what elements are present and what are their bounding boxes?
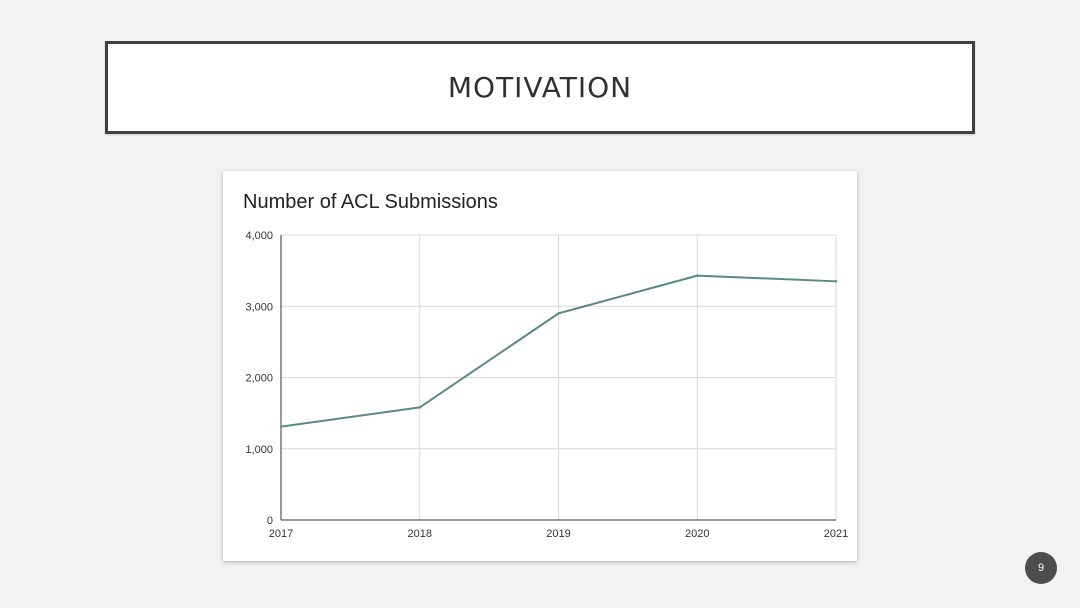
chart-card: Number of ACL Submissions 0 1,000 2,000 3,0… bbox=[223, 171, 857, 561]
page-number-badge: 9 bbox=[1025, 552, 1057, 584]
x-tick-label: 2021 bbox=[824, 528, 848, 540]
y-tick-label: 3,000 bbox=[245, 301, 273, 313]
data-point bbox=[279, 425, 283, 428]
y-tick-label: 2,000 bbox=[245, 373, 273, 385]
y-tick-label: 4,000 bbox=[245, 230, 273, 242]
x-tick-label: 2019 bbox=[546, 528, 570, 540]
chart-title: Number of ACL Submissions bbox=[243, 191, 498, 213]
slide-title: MOTIVATION bbox=[447, 71, 633, 104]
data-point bbox=[696, 274, 699, 277]
page-number: 9 bbox=[1037, 562, 1045, 574]
data-point bbox=[557, 312, 560, 315]
data-point bbox=[418, 406, 421, 409]
chart-grid bbox=[281, 234, 837, 520]
line-chart: Number of ACL Submissions 0 1,000 2,000 3,0… bbox=[243, 191, 848, 540]
slide-title-box: MOTIVATION bbox=[105, 41, 975, 134]
y-tick-label: 0 bbox=[267, 515, 273, 527]
x-tick-label: 2018 bbox=[408, 528, 432, 540]
chart-axes: 0 1,000 2,000 3,000 4,000 2017 2018 2019 2020 202… bbox=[245, 230, 848, 540]
x-tick-label: 2017 bbox=[269, 528, 293, 540]
data-point bbox=[834, 280, 838, 283]
y-tick-label: 1,000 bbox=[245, 444, 273, 456]
chart-series bbox=[279, 274, 838, 428]
x-tick-label: 2020 bbox=[685, 528, 709, 540]
